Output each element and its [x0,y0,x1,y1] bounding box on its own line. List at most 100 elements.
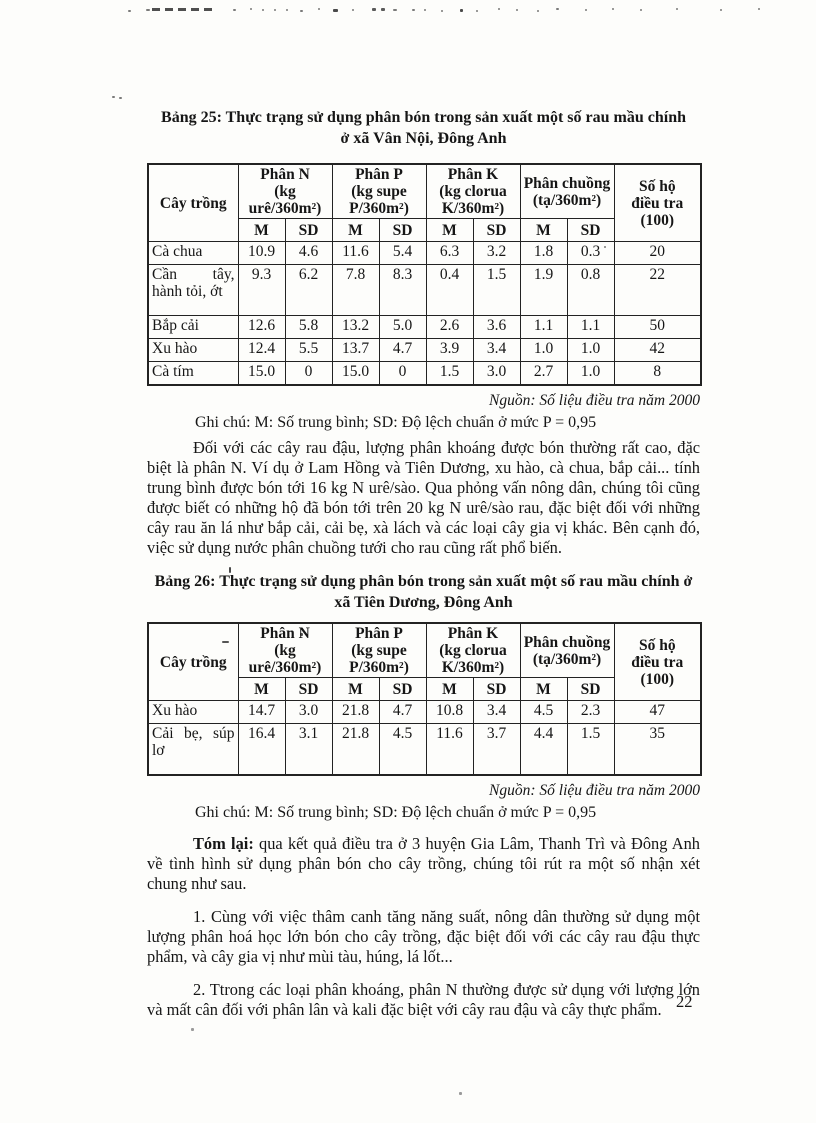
subheader-sd: SD [472,677,521,701]
page-content: Bảng 25: Thực trạng sử dụng phân bón tro… [147,0,703,1020]
subheader-m: M [425,677,474,701]
scan-artifact [758,8,760,10]
scan-artifact [300,10,303,12]
table-row: Cà tím 15.0 0 15.0 0 1.5 3.0 2.7 1.0 8 [147,361,702,386]
table-row: Bắp cải 12.6 5.8 13.2 5.0 2.6 3.6 1.1 1.1 50 [147,315,702,339]
value-cell: 6.3 [425,241,474,265]
crop-name-cell: Xu hào [147,338,239,362]
value-cell: 11.6 [331,241,380,265]
value-cell: 0.3 [566,241,615,265]
scan-artifact [352,9,354,11]
column-header-phan-n: Phân N (kg urê/360m²) [237,622,333,678]
value-cell: 6.2 [284,264,333,316]
value-cell: 5.5 [284,338,333,362]
subheader-m: M [331,218,380,242]
value-cell: 4.5 [519,700,568,724]
value-cell: 0.8 [566,264,615,316]
scan-artifact [233,9,236,11]
numbered-item-2: 2. Ttrong các loại phân khoáng, phân N t… [147,980,700,1019]
value-cell: 2.3 [566,700,615,724]
scan-artifact [612,8,614,10]
scan-artifact [412,9,415,11]
subheader-sd: SD [566,677,615,701]
value-cell: 15.0 [331,361,380,386]
crop-name-cell: Xu hào [147,700,239,724]
value-cell: 35 [613,723,702,776]
summary-text: qua kết quả điều tra ở 3 huyện Gia Lâm, … [147,834,700,893]
value-cell: 7.8 [331,264,380,316]
value-cell: 1.5 [566,723,615,776]
column-header-phan-chuong: Phân chuồng (tạ/360m²) [519,622,615,678]
scan-artifact [128,10,131,12]
value-cell: 1.0 [566,338,615,362]
value-cell: 3.2 [472,241,521,265]
summary-paragraph: Tóm lại: qua kết quả điều tra ở 3 huyện … [147,834,700,894]
column-header-crop: Cây trồng [147,622,239,701]
value-cell: 8 [613,361,702,386]
subheader-sd: SD [378,218,427,242]
value-cell: 1.8 [519,241,568,265]
subheader-sd: SD [378,677,427,701]
value-cell: 22 [613,264,702,316]
summary-lead: Tóm lại: [193,834,254,853]
scan-artifact [229,567,231,573]
value-cell: 8.3 [378,264,427,316]
value-cell: 13.2 [331,315,380,339]
numbered-item-1: 1. Cùng với việc thâm canh tăng năng suấ… [147,907,700,966]
column-header-households: Số hộ điều tra (100) [613,622,702,701]
column-header-phan-p: Phân P (kg supe P/360m²) [331,163,427,219]
scan-artifact [460,9,463,12]
value-cell: 13.7 [331,338,380,362]
value-cell: 15.0 [237,361,286,386]
table-26: Cây trồng Phân N (kg urê/360m²) Phân P (… [147,622,703,776]
scan-artifact [393,9,397,11]
scan-artifact [318,8,320,10]
value-cell: 1.1 [519,315,568,339]
table-row: Xu hào 12.4 5.5 13.7 4.7 3.9 3.4 1.0 1.0 42 [147,338,702,362]
scan-artifact [585,9,587,11]
value-cell: 4.6 [284,241,333,265]
subheader-m: M [519,677,568,701]
value-cell: 12.6 [237,315,286,339]
scan-artifact [274,9,276,11]
value-cell: 14.7 [237,700,286,724]
subheader-sd: SD [472,218,521,242]
value-cell: 2.7 [519,361,568,386]
value-cell: 3.0 [472,361,521,386]
scan-artifact [459,1092,462,1095]
crop-name-cell: Cần tây, hành tỏi, ớt [147,264,239,316]
subheader-sd: SD [566,218,615,242]
value-cell: 4.4 [519,723,568,776]
paragraph-fertilizer-use: Đối với các cây rau đậu, lượng phân khoá… [147,438,700,557]
table-row: Cải bẹ, súp lơ 16.4 3.1 21.8 4.5 11.6 3.7 4.4 1.… [147,723,702,776]
value-cell: 1.1 [566,315,615,339]
value-cell: 11.6 [425,723,474,776]
page-number: 22 [676,992,693,1011]
scan-artifact [498,8,500,10]
crop-name-cell: Cà chua [147,241,239,265]
value-cell: 12.4 [237,338,286,362]
subheader-m: M [237,677,286,701]
value-cell: 1.0 [519,338,568,362]
value-cell: 3.0 [284,700,333,724]
value-cell: 1.5 [425,361,474,386]
value-cell: 3.9 [425,338,474,362]
scan-artifact [286,9,288,11]
scan-artifact [112,96,115,98]
scan-artifact [333,9,338,12]
value-cell: 10.9 [237,241,286,265]
value-cell: 1.0 [566,361,615,386]
value-cell: 3.4 [472,338,521,362]
value-cell: 21.8 [331,700,380,724]
value-cell: 21.8 [331,723,380,776]
subheader-m: M [425,218,474,242]
value-cell: 20 [613,241,702,265]
scan-artifact [441,10,443,12]
column-header-phan-k: Phân K (kg clorua K/360m²) [425,622,521,678]
crop-name-cell: Bắp cải [147,315,239,339]
table-26-title: Bảng 26: Thực trạng sử dụng phân bón tro… [154,573,693,611]
scan-artifact [152,8,216,11]
value-cell: 2.6 [425,315,474,339]
column-header-phan-p: Phân P (kg supe P/360m²) [331,622,427,678]
